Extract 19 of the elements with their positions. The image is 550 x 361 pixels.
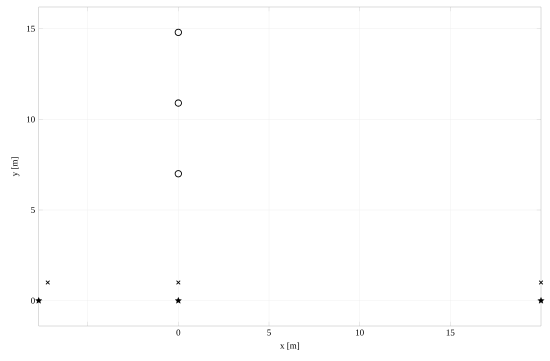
- y-axis-title: y [m]: [11, 157, 20, 176]
- x-tick-label: 15: [446, 330, 454, 336]
- point: [538, 297, 544, 304]
- point: [174, 99, 182, 107]
- point: [176, 280, 181, 285]
- point: [174, 297, 182, 304]
- x-axis-title: x [m]: [280, 342, 300, 350]
- x-tick-label: 5: [267, 330, 271, 336]
- point: [174, 170, 182, 178]
- y-tick-label: 15: [26, 26, 35, 32]
- point: [45, 280, 50, 285]
- x-tick-label: 0: [176, 330, 180, 336]
- point: [538, 280, 544, 285]
- x-tick-label: 10: [356, 330, 364, 336]
- y-tick-label: 10: [26, 116, 35, 122]
- y-tick-label: 5: [31, 207, 35, 213]
- y-tick-label: 0: [31, 298, 35, 304]
- point: [174, 28, 182, 36]
- point: [35, 297, 42, 304]
